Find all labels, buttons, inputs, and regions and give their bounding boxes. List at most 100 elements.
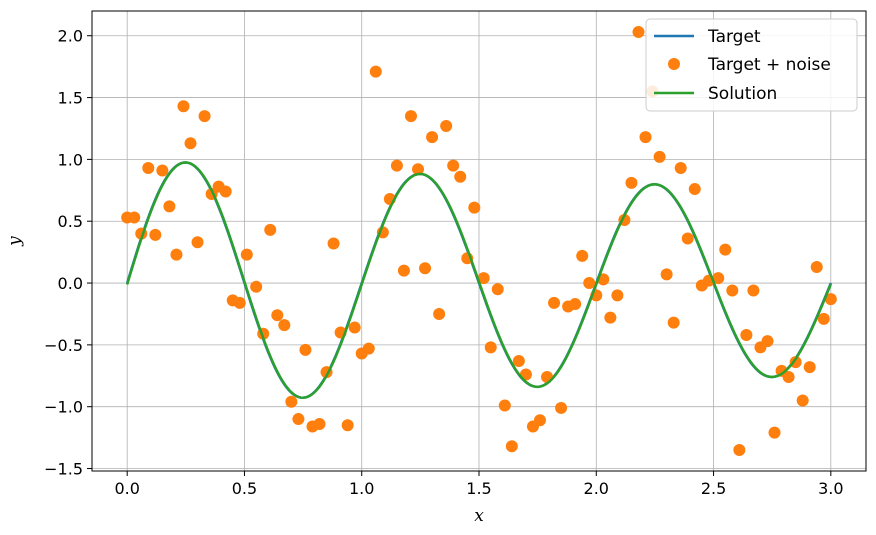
noise-point [548,296,561,309]
x-tick-label: 1.0 [349,479,374,498]
x-tick-label: 0.0 [114,479,139,498]
noise-point [810,260,823,273]
noise-point [433,307,446,320]
y-tick-label: 1.0 [58,150,83,169]
noise-point [674,162,687,175]
noise-point [505,440,518,453]
noise-point [796,394,809,407]
noise-point [604,311,617,324]
noise-point [667,316,680,329]
legend-noise-swatch [668,58,680,70]
x-axis-label: x [474,506,484,526]
noise-point [128,211,141,224]
noise-point [484,341,497,354]
noise-point [468,201,481,214]
legend: Target Target + noise Solution [645,18,858,112]
noise-point [726,284,739,297]
y-tick-label: 0.5 [58,212,83,231]
noise-point [362,342,375,355]
noise-point [533,414,546,427]
noise-point [477,272,490,285]
noise-point [250,280,263,293]
noise-point [817,312,830,325]
legend-noise-label: Target + noise [707,55,831,75]
noise-point [177,100,190,113]
noise-point [327,237,340,250]
x-tick-label: 0.5 [232,479,257,498]
noise-point [412,163,425,176]
y-tick-label: −1.0 [44,398,83,417]
noise-point [632,26,645,39]
noise-point [768,426,781,439]
noise-point [740,328,753,341]
noise-point [299,343,312,356]
noise-point [219,185,232,198]
noise-point [681,232,694,245]
noise-point [447,159,460,172]
series-solution-line [125,161,832,400]
axis-ticks: 0.0 0.5 1.0 1.5 2.0 2.5 3.0 −1.5 −1.0 −0.5 0.0 0.5 1… [44,27,843,498]
noise-point [747,284,760,297]
noise-point [782,371,795,384]
plot-area [121,26,837,456]
noise-point [397,264,410,277]
legend-box [645,18,858,112]
noise-point [660,268,673,281]
noise-point [733,443,746,456]
legend-solution-label: Solution [708,84,777,104]
noise-point [512,354,525,367]
noise-point [348,321,361,334]
noise-point [264,223,277,236]
noise-point [789,356,802,369]
noise-point [688,183,701,196]
noise-point [341,419,354,432]
noise-point [240,248,253,261]
noise-point [163,200,176,213]
noise-point [149,228,162,241]
noise-point [285,395,298,408]
y-tick-label: −1.5 [44,460,83,479]
noise-point [803,361,816,374]
noise-point [576,249,589,262]
x-tick-label: 2.5 [701,479,726,498]
legend-target-label: Target [707,27,761,47]
noise-point [761,335,774,348]
x-tick-label: 3.0 [818,479,843,498]
noise-point [292,413,305,426]
y-tick-label: 0.0 [58,274,83,293]
noise-point [712,272,725,285]
noise-point [233,296,246,309]
noise-point [719,243,732,256]
x-tick-label: 2.0 [584,479,609,498]
noise-point [313,418,326,431]
noise-point [369,65,382,78]
noise-point [653,150,666,163]
noise-point [824,293,837,306]
noise-point [454,170,467,183]
noise-point [440,120,453,132]
noise-point [390,159,403,172]
noise-point [170,248,183,261]
noise-point [426,131,439,144]
noise-point [498,399,511,412]
noise-point [611,289,624,302]
y-axis-label: y [5,236,25,247]
noise-point [184,137,197,150]
noise-point [191,236,204,249]
noise-point [555,401,568,414]
noise-point [569,298,582,311]
noise-point [583,277,596,290]
x-tick-label: 1.5 [466,479,491,498]
y-tick-label: 1.5 [58,89,83,108]
noise-point [419,262,432,275]
noise-point [271,309,284,322]
y-tick-label: 2.0 [58,27,83,46]
noise-point [156,164,169,177]
y-tick-label: −0.5 [44,336,83,355]
noise-point [142,162,155,175]
noise-point [625,176,638,189]
noise-point [404,110,417,123]
noise-point [278,319,291,332]
noise-point [198,110,211,123]
